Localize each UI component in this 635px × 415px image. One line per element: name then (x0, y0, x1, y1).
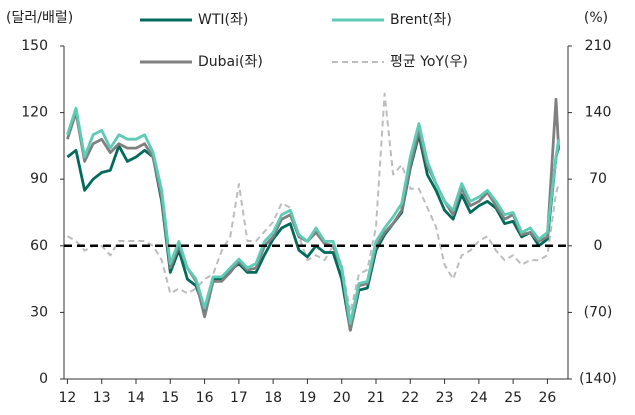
y2-tick-label: 70 (589, 171, 607, 187)
y2-tick-label: (70) (584, 304, 613, 320)
x-tick-label: 21 (367, 390, 385, 406)
y-tick-label: 0 (39, 371, 48, 387)
y2-tick-label: (140) (579, 371, 617, 387)
y-tick-label: 30 (30, 304, 48, 320)
x-tick-label: 13 (93, 390, 111, 406)
x-tick-label: 25 (504, 390, 522, 406)
x-tick-label: 17 (230, 390, 248, 406)
legend-label: Dubai(좌) (198, 54, 263, 70)
y-tick-label: 60 (30, 238, 48, 254)
x-tick-label: 12 (59, 390, 77, 406)
series-line (66, 97, 561, 332)
x-tick-label: 16 (196, 390, 214, 406)
x-tick-label: 22 (401, 390, 419, 406)
y2-axis-label: (%) (584, 10, 608, 26)
series-line (66, 92, 560, 314)
y2-tick-label: 210 (585, 38, 612, 54)
legend-label: 평균 YoY(우) (390, 54, 468, 70)
x-tick-label: 18 (264, 390, 282, 406)
x-tick-label: 20 (333, 390, 351, 406)
x-tick-label: 19 (299, 390, 317, 406)
legend-label: Brent(좌) (390, 12, 452, 28)
x-tick-label: 24 (470, 390, 488, 406)
series-line (66, 106, 561, 325)
legend-label: WTI(좌) (198, 12, 248, 28)
y-tick-label: 90 (30, 171, 48, 187)
y-tick-label: 150 (21, 38, 48, 54)
x-tick-label: 26 (539, 390, 557, 406)
x-tick-label: 14 (127, 390, 145, 406)
y-tick-label: 120 (21, 105, 48, 121)
x-tick-label: 23 (436, 390, 454, 406)
y-axis-label: (달러/배럴) (6, 10, 73, 26)
y2-tick-label: 140 (585, 105, 612, 121)
y2-tick-label: 0 (594, 238, 603, 254)
x-tick-label: 15 (161, 390, 179, 406)
